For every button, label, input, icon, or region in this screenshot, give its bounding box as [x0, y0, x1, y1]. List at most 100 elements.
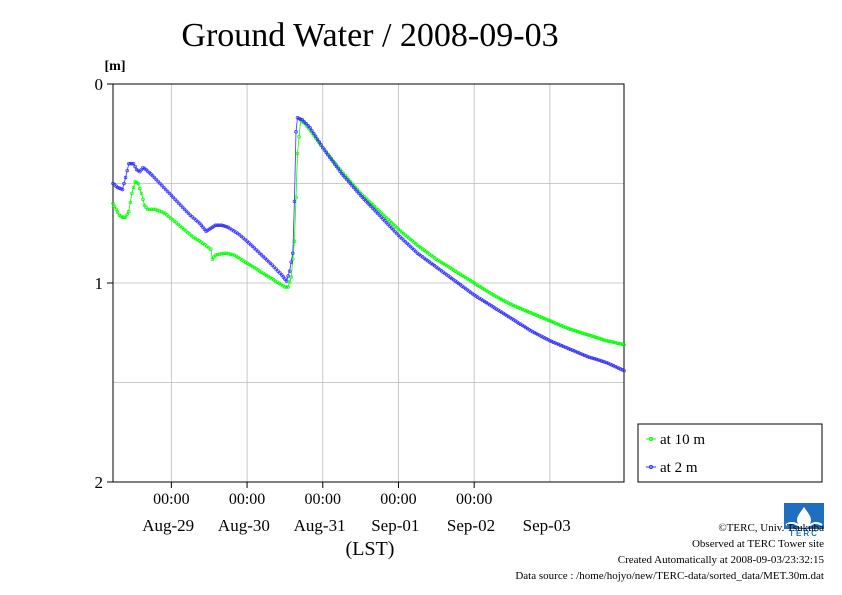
data-point: [217, 252, 222, 257]
data-point: [579, 330, 583, 335]
data-point: [572, 328, 576, 333]
data-point: [125, 168, 129, 173]
data-point: [542, 336, 547, 340]
series-layer: [111, 116, 626, 373]
data-point: [112, 204, 117, 209]
data-point: [272, 265, 276, 269]
data-point: [527, 310, 531, 314]
data-point: [565, 326, 569, 330]
data-point: [319, 143, 323, 147]
data-point: [546, 318, 550, 322]
x-axis: 00:00 00:00 00:00 00:00 00:00 Aug-29 Aug-30 Aug…: [142, 482, 571, 535]
data-point: [154, 177, 158, 182]
data-point: [589, 334, 593, 338]
data-point: [276, 269, 280, 273]
y-axis: 0 1 2: [95, 75, 113, 492]
data-point: [477, 284, 482, 289]
data-point: [601, 337, 605, 342]
data-point: [131, 161, 136, 166]
data-point: [542, 316, 547, 321]
wave-icon: [785, 522, 823, 528]
data-point: [584, 332, 588, 336]
data-point: [544, 317, 549, 322]
data-point: [225, 251, 229, 256]
data-point: [161, 210, 165, 215]
data-point: [177, 201, 181, 206]
data-source-text: Data source : /home/hojyo/new/TERC-data/…: [515, 570, 824, 582]
data-point: [508, 302, 513, 306]
data-point: [511, 303, 516, 308]
data-point: [346, 179, 351, 184]
x-date-label: Sep-02: [447, 516, 495, 535]
data-point: [150, 173, 155, 178]
data-point: [213, 253, 218, 257]
data-point: [158, 181, 162, 186]
data-point: [345, 177, 349, 182]
data-point: [592, 335, 597, 339]
data-point: [289, 275, 293, 279]
data-point: [620, 342, 625, 347]
data-point: [360, 195, 365, 199]
data-point: [131, 185, 136, 190]
data-point: [228, 252, 233, 257]
data-point: [537, 333, 542, 338]
data-point: [561, 324, 566, 329]
data-point: [532, 330, 537, 335]
x-time-tick-label: 00:00: [305, 491, 341, 508]
data-point: [115, 210, 120, 215]
data-point: [156, 179, 160, 184]
data-point: [604, 338, 609, 343]
data-point: [563, 345, 568, 349]
data-point: [556, 322, 561, 327]
observed-site-text: Observed at TERC Tower site: [691, 538, 824, 550]
data-point: [598, 358, 602, 363]
data-point: [165, 189, 170, 194]
data-point: [622, 342, 626, 347]
legend-label: at 2 m: [660, 460, 698, 476]
data-point: [510, 303, 514, 307]
data-point: [577, 330, 581, 334]
x-time-tick-label: 00:00: [229, 491, 265, 508]
x-date-label: Aug-29: [142, 516, 194, 535]
data-point: [308, 126, 312, 130]
data-point: [529, 329, 533, 333]
data-point: [596, 358, 600, 362]
data-point: [162, 185, 166, 190]
x-axis-label: (LST): [346, 538, 395, 560]
data-point: [491, 293, 495, 297]
legend-swatch-marker: [648, 464, 654, 470]
data-point: [544, 337, 549, 341]
data-point: [567, 346, 571, 351]
data-point: [343, 175, 347, 180]
data-point: [503, 299, 507, 304]
data-point: [555, 321, 559, 326]
data-point: [215, 252, 220, 257]
water-drop-icon: [797, 507, 811, 527]
legend-box: [637, 423, 823, 483]
data-point: [317, 140, 321, 144]
data-point: [138, 186, 142, 191]
data-point: [379, 215, 384, 219]
data-point: [520, 307, 525, 311]
data-point: [315, 137, 320, 141]
data-point: [611, 364, 616, 368]
data-point: [300, 118, 305, 122]
data-point: [278, 271, 282, 275]
data-point: [549, 319, 554, 324]
data-point: [615, 365, 619, 370]
data-point: [598, 336, 602, 341]
data-point: [556, 342, 561, 347]
data-point: [163, 187, 168, 192]
data-point: [331, 160, 335, 164]
data-point: [136, 181, 140, 186]
data-point: [220, 223, 224, 228]
data-point: [313, 134, 318, 139]
data-point: [618, 342, 623, 346]
grid-lines: [113, 84, 624, 482]
data-point: [324, 150, 328, 155]
data-point: [558, 343, 562, 347]
data-point: [321, 145, 325, 150]
data-point: [608, 362, 612, 366]
data-point: [610, 363, 614, 367]
data-point: [568, 347, 573, 352]
